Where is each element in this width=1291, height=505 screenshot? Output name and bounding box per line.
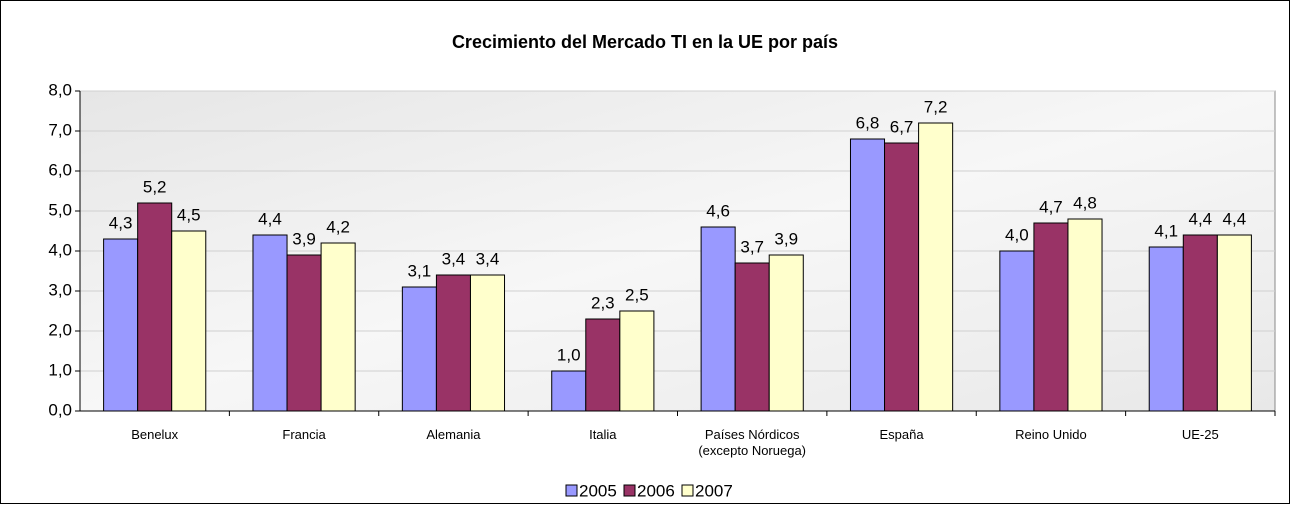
bar xyxy=(1216,234,1252,412)
bar xyxy=(700,226,736,412)
x-tick-label: Italia xyxy=(589,427,617,442)
x-tick-label: Benelux xyxy=(131,427,179,442)
legend-label: 2007 xyxy=(695,481,733,500)
x-tick-label: UE-25 xyxy=(1181,427,1219,442)
data-label: 4,3 xyxy=(109,213,133,232)
y-tick-label: 3,0 xyxy=(48,280,72,299)
bar xyxy=(286,254,322,412)
legend-label: 2005 xyxy=(579,481,617,500)
bar xyxy=(849,138,886,412)
bar xyxy=(999,250,1035,412)
data-label: 4,0 xyxy=(1005,225,1029,244)
bar xyxy=(1182,234,1218,412)
bar xyxy=(320,242,356,412)
chart-title: Crecimiento del Mercado TI en la UE por … xyxy=(452,32,838,52)
data-label: 3,7 xyxy=(740,237,764,256)
bar xyxy=(401,286,437,412)
data-label: 4,1 xyxy=(1154,221,1178,240)
bar xyxy=(252,234,288,412)
legend-label: 2006 xyxy=(637,481,675,500)
bar xyxy=(171,230,207,412)
y-tick-label: 5,0 xyxy=(48,200,72,219)
data-label: 3,9 xyxy=(774,229,798,248)
data-label: 4,6 xyxy=(706,201,730,220)
x-tick-label: Países Nórdicos (excepto Noruega) xyxy=(698,427,807,458)
bar xyxy=(884,142,920,412)
data-label: 4,7 xyxy=(1039,197,1063,216)
data-label: 4,4 xyxy=(258,209,282,228)
bar xyxy=(1148,246,1184,412)
data-label: 5,2 xyxy=(143,177,167,196)
bar xyxy=(137,202,173,412)
data-label: 2,3 xyxy=(591,293,615,312)
bar xyxy=(585,318,621,412)
bar xyxy=(619,310,655,412)
y-tick-label: 1,0 xyxy=(48,360,72,379)
bar xyxy=(1033,222,1069,412)
legend-swatch xyxy=(565,484,578,497)
x-tick-label: Reino Unido xyxy=(1015,427,1087,442)
data-label: 3,4 xyxy=(476,249,500,268)
bar xyxy=(734,262,770,412)
data-label: 4,5 xyxy=(177,205,201,224)
bar xyxy=(551,370,587,412)
legend-swatch xyxy=(623,484,636,497)
data-label: 6,7 xyxy=(890,117,914,136)
y-tick-label: 7,0 xyxy=(48,120,72,139)
bar xyxy=(435,274,471,412)
y-tick-label: 2,0 xyxy=(48,320,72,339)
bar xyxy=(768,254,804,412)
bar xyxy=(918,122,954,412)
data-label: 4,8 xyxy=(1073,193,1097,212)
data-label: 7,2 xyxy=(924,97,948,116)
bar xyxy=(103,238,139,412)
y-tick-label: 8,0 xyxy=(48,80,72,99)
data-label: 3,9 xyxy=(292,229,316,248)
y-tick-label: 0,0 xyxy=(48,400,72,419)
data-label: 4,4 xyxy=(1223,209,1247,228)
data-label: 1,0 xyxy=(557,345,581,364)
bar xyxy=(469,274,506,412)
y-tick-label: 4,0 xyxy=(48,240,72,259)
x-tick-label: Francia xyxy=(282,427,326,442)
data-label: 2,5 xyxy=(625,285,649,304)
x-tick-label: Alemania xyxy=(426,427,481,442)
data-label: 3,4 xyxy=(442,249,466,268)
bar xyxy=(1067,218,1103,412)
y-tick-label: 6,0 xyxy=(48,160,72,179)
legend-swatch xyxy=(681,484,694,497)
data-label: 4,2 xyxy=(326,217,350,236)
data-label: 6,8 xyxy=(856,113,880,132)
data-label: 4,4 xyxy=(1188,209,1212,228)
data-label: 3,1 xyxy=(408,261,432,280)
x-tick-label: España xyxy=(879,427,924,442)
